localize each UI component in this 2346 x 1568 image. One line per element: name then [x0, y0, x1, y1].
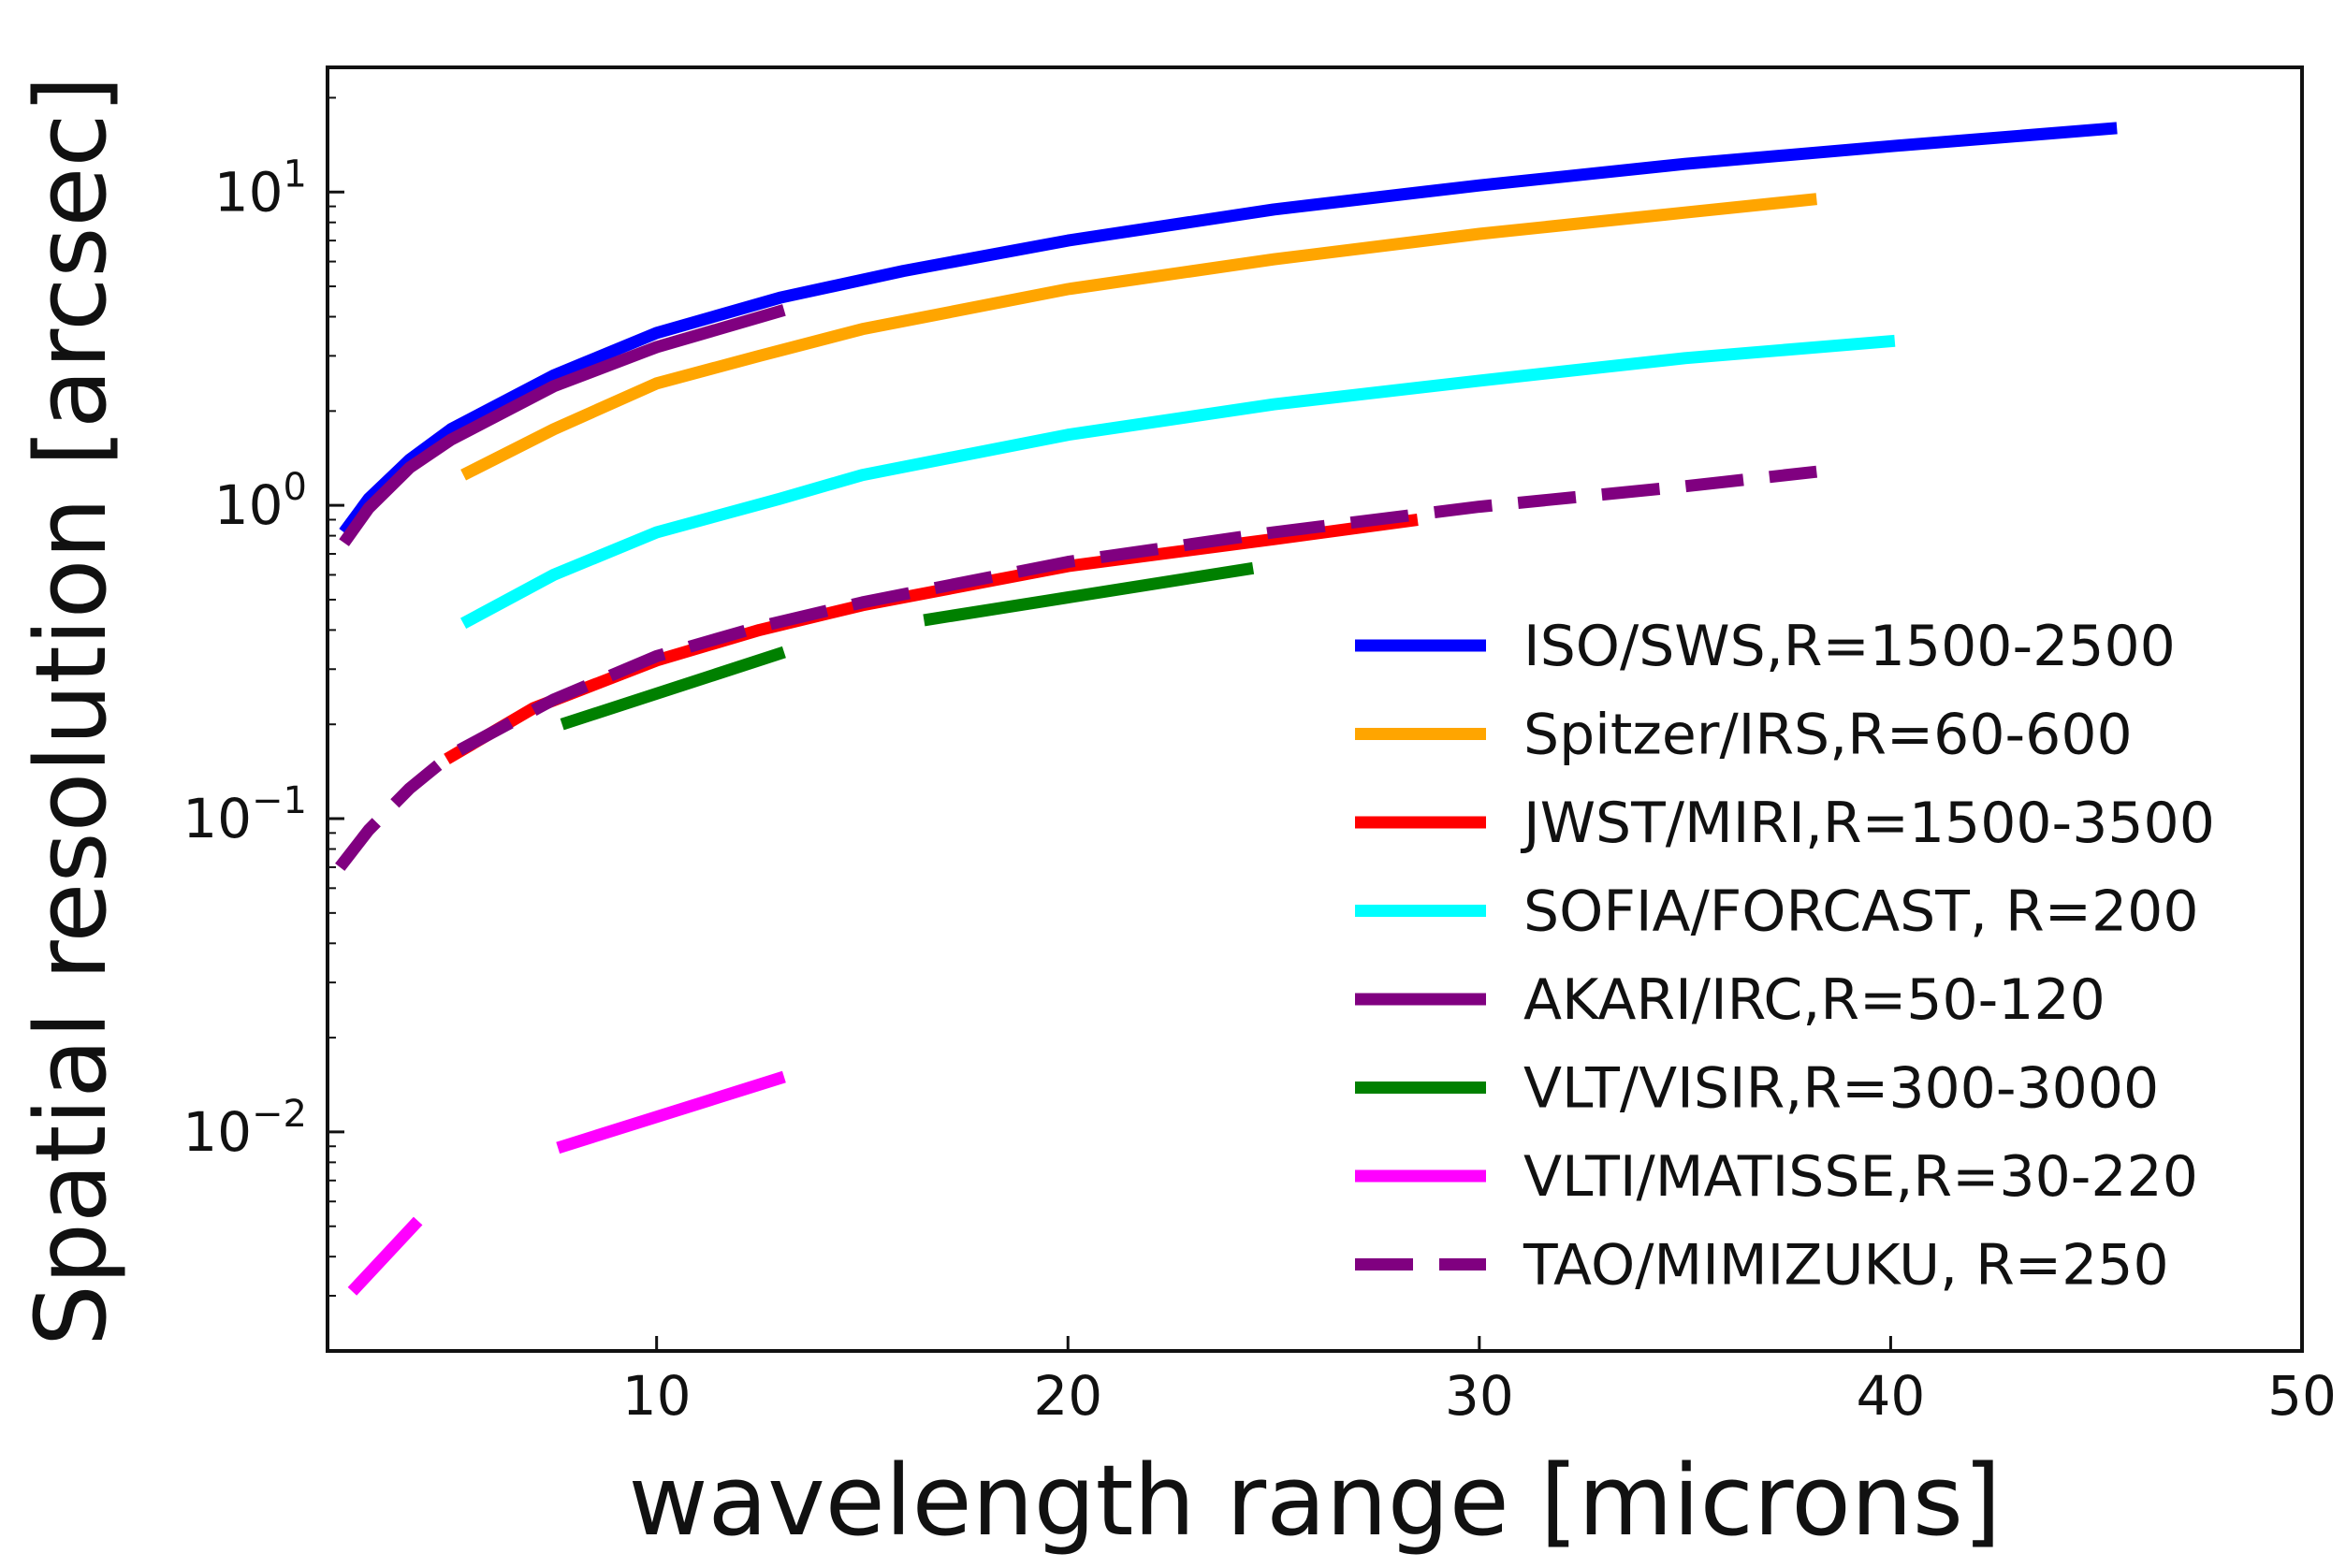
y-tick-label: 101	[214, 152, 307, 224]
series-line-iso-sws-r-1500-2500-0	[339, 122, 2118, 536]
series-line-vlti-matisse-r-30-220-1	[556, 1070, 786, 1154]
x-axis-ticks: 10 20 30 40 50	[622, 1336, 2337, 1428]
legend-label-vlti-matisse-r-30-220: VLTI/MATISSE,R=30-220	[1523, 1144, 2198, 1210]
legend-label-iso-sws-r-1500-2500: ISO/SWS,R=1500-2500	[1523, 614, 2176, 679]
legend-label-sofia-forcast-r-200: SOFIA/FORCAST, R=200	[1523, 879, 2199, 945]
x-tick-label: 50	[2267, 1364, 2337, 1428]
y-tick-label: 10−2	[182, 1093, 307, 1164]
legend-label-akari-irc-r-50-120: AKARI/IRC,R=50-120	[1523, 967, 2106, 1033]
y-tick-label: 100	[214, 466, 307, 537]
x-tick-label: 30	[1445, 1364, 1514, 1428]
legend-label-spitzer-irs-r-60-600: Spitzer/IRS,R=60-600	[1523, 703, 2133, 768]
y-axis-label: Spatial resolution [arcsec]	[14, 76, 128, 1346]
series-line-vlt-visir-r-300-3000-1	[923, 561, 1255, 627]
x-tick-label: 10	[622, 1364, 692, 1428]
x-axis-label: wavelength range [microns]	[628, 1444, 2001, 1558]
y-tick-label: 10−1	[182, 779, 307, 850]
legend-label-jwst-miri-r-1500-3500: JWST/MIRI,R=1500-3500	[1520, 791, 2215, 856]
series-line-vlti-matisse-r-30-220-0	[347, 1216, 423, 1296]
plot-frame	[326, 65, 2304, 1353]
series-line-spitzer-irs-r-60-600-0	[460, 193, 1817, 481]
series-line-sofia-forcast-r-200-0	[460, 334, 1896, 630]
legend-label-vlt-visir-r-300-3000: VLT/VISIR,R=300-3000	[1523, 1056, 2159, 1122]
x-tick-label: 20	[1033, 1364, 1102, 1428]
series-line-tao-mimizuku-r-250-0	[335, 465, 1818, 871]
legend-label-tao-mimizuku-r-250: TAO/MIMIZUKU, R=250	[1523, 1233, 2169, 1299]
x-tick-label: 40	[1857, 1364, 1926, 1428]
series-line-vlt-visir-r-300-3000-0	[560, 646, 786, 731]
legend: ISO/SWS,R=1500-2500 Spitzer/IRS,R=60-600 J…	[1355, 614, 2215, 1299]
series-line-akari-irc-r-50-120-0	[339, 304, 786, 546]
y-axis-ticks: 10−2 10−1 100 101	[182, 96, 344, 1352]
plot-lines	[335, 122, 2118, 1296]
